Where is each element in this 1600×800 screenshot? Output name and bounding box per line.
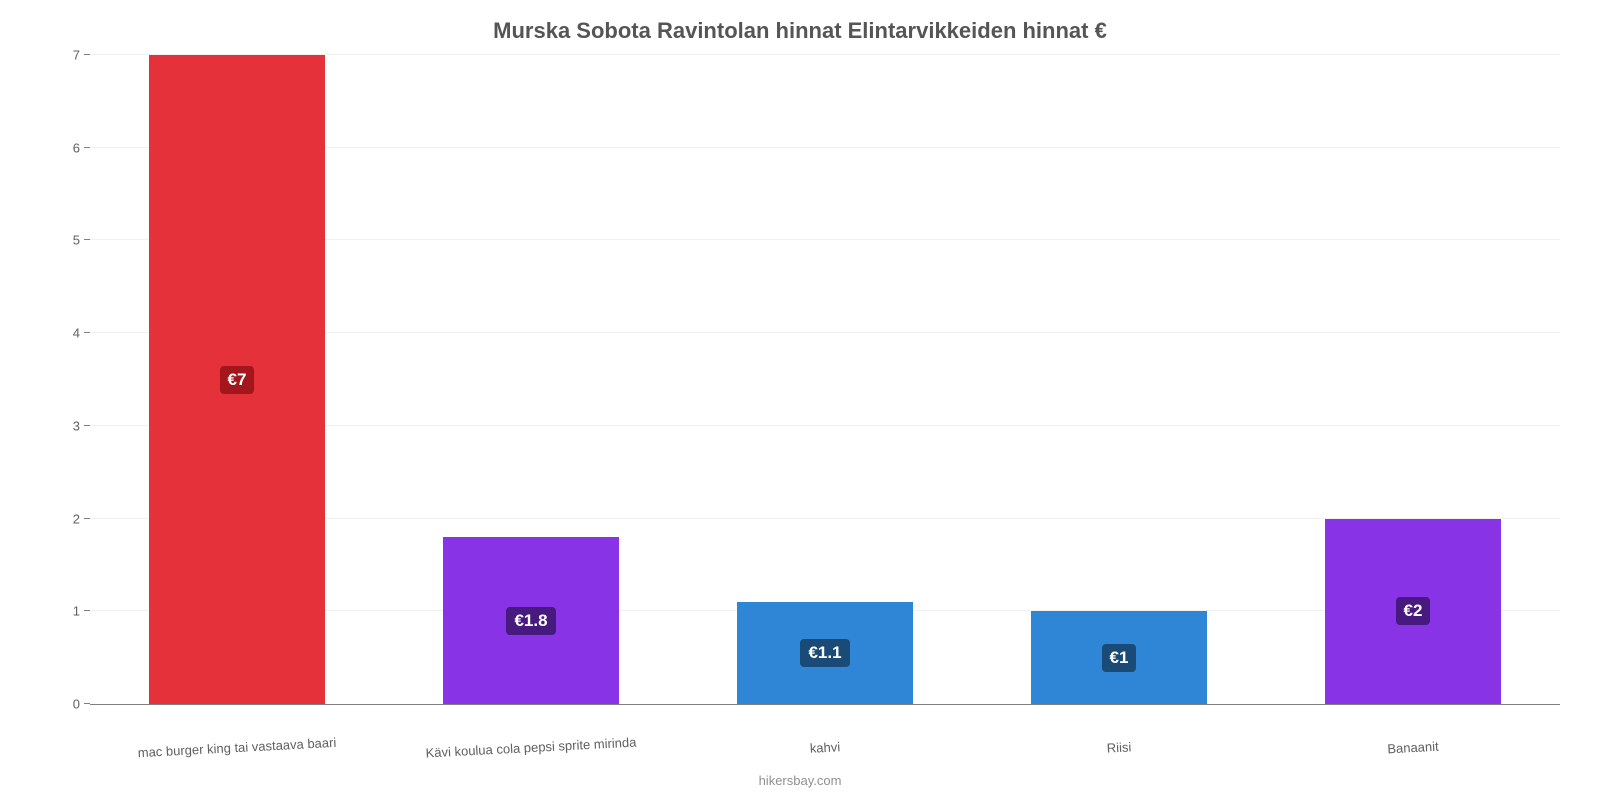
chart-bar-value-label: €2 xyxy=(1396,597,1431,625)
chart-attribution: hikersbay.com xyxy=(0,773,1600,788)
chart-container: Murska Sobota Ravintolan hinnat Elintarv… xyxy=(0,0,1600,800)
chart-xlabel: Kävi koulua cola pepsi sprite mirinda xyxy=(384,732,678,762)
chart-bar-value-label: €1.1 xyxy=(800,639,849,667)
chart-ytick-label: 3 xyxy=(73,418,90,433)
chart-bar-value-label: €7 xyxy=(220,366,255,394)
chart-xlabels: mac burger king tai vastaava baariKävi k… xyxy=(90,740,1560,755)
chart-xlabel: mac burger king tai vastaava baari xyxy=(90,732,384,762)
chart-bar: €1.1 xyxy=(737,602,913,704)
chart-title: Murska Sobota Ravintolan hinnat Elintarv… xyxy=(0,18,1600,44)
chart-bar: €1 xyxy=(1031,611,1207,704)
chart-bar: €7 xyxy=(149,55,325,704)
chart-bar: €2 xyxy=(1325,519,1501,704)
chart-bar-slot: €1 xyxy=(972,55,1266,704)
chart-ytick-label: 6 xyxy=(73,140,90,155)
chart-bar-slot: €1.8 xyxy=(384,55,678,704)
chart-bars: €7 €1.8 €1.1 €1 €2 xyxy=(90,55,1560,704)
chart-bar-value-label: €1.8 xyxy=(506,607,555,635)
chart-ytick-label: 1 xyxy=(73,604,90,619)
chart-xlabel: Banaanit xyxy=(1266,732,1560,762)
chart-plot-area: 01234567 €7€1.8€1.1€1€2 xyxy=(90,55,1560,705)
chart-ytick-label: 2 xyxy=(73,511,90,526)
chart-bar-slot: €1.1 xyxy=(678,55,972,704)
chart-ytick-label: 7 xyxy=(73,48,90,63)
chart-bar-slot: €2 xyxy=(1266,55,1560,704)
chart-ytick-label: 5 xyxy=(73,233,90,248)
chart-ytick-label: 0 xyxy=(73,697,90,712)
chart-bar: €1.8 xyxy=(443,537,619,704)
chart-ytick-label: 4 xyxy=(73,326,90,341)
chart-xlabel: Riisi xyxy=(972,732,1266,762)
chart-bar-slot: €7 xyxy=(90,55,384,704)
chart-xlabel: kahvi xyxy=(678,732,972,762)
chart-bar-value-label: €1 xyxy=(1102,644,1137,672)
